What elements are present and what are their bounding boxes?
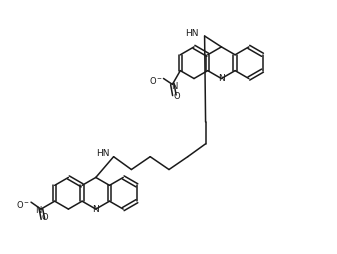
Text: N: N — [92, 204, 99, 214]
Text: N: N — [218, 74, 225, 83]
Text: O: O — [173, 92, 180, 101]
Text: N: N — [171, 82, 178, 91]
Text: HN: HN — [96, 149, 110, 158]
Text: O: O — [41, 214, 48, 223]
Text: O$^-$: O$^-$ — [149, 75, 163, 86]
Text: HN: HN — [185, 28, 199, 38]
Text: O$^-$: O$^-$ — [16, 199, 30, 210]
Text: N: N — [35, 205, 41, 215]
